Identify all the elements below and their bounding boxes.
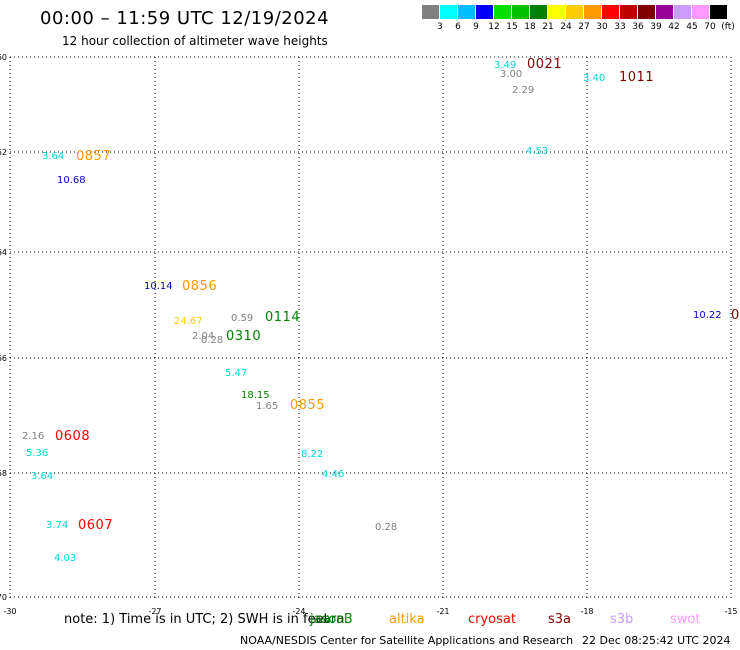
generated-timestamp: 22 Dec 08:25:42 UTC 2024 <box>582 634 731 647</box>
wave-height-label: 4.46 <box>322 469 344 480</box>
mission-saral: saral <box>316 612 348 627</box>
wave-height-label: 3.40 <box>583 73 605 84</box>
mission-swot: swot <box>670 612 701 627</box>
wave-height-label: 0.59 <box>231 313 253 324</box>
legend-label: 15 <box>506 22 518 32</box>
legend-swatch <box>440 5 457 19</box>
lat-tick-label: -66 <box>0 354 7 363</box>
wave-height-label: 2.04 <box>192 331 214 342</box>
legend-swatch <box>548 5 565 19</box>
legend-swatch <box>710 5 727 19</box>
wave-height-label: 5.36 <box>26 448 48 459</box>
lon-tick-label: -24 <box>292 607 305 616</box>
legend-label: 18 <box>524 22 536 32</box>
legend-label: 24 <box>560 22 572 32</box>
mission-altika: altika <box>389 612 425 627</box>
wave-height-label: 10.68 <box>57 175 86 186</box>
pass-time-label: 0310 <box>226 329 261 344</box>
pass-time-label: 0021 <box>527 57 562 72</box>
wave-height-label: 3.64 <box>42 151 64 162</box>
legend-swatch <box>692 5 709 19</box>
wave-height-label: 2.16 <box>22 431 44 442</box>
legend-label: 45 <box>686 22 698 32</box>
legend-swatch <box>656 5 673 19</box>
lon-tick-label: -18 <box>580 607 593 616</box>
wave-height-label: 1.65 <box>256 401 278 412</box>
legend-swatch <box>494 5 511 19</box>
legend-label: (ft) <box>721 22 735 32</box>
credit-line: NOAA/NESDIS Center for Satellite Applica… <box>240 634 574 647</box>
footer-note: note: 1) Time is in UTC; 2) SWH is in fe… <box>64 612 329 627</box>
lat-tick-label: -62 <box>0 148 7 157</box>
wave-height-label: 3.49 <box>494 60 516 71</box>
lat-tick-label: -68 <box>0 469 7 478</box>
mission-s3b: s3b <box>610 612 634 627</box>
page-title: 00:00 – 11:59 UTC 12/19/2024 <box>40 8 330 29</box>
legend-label: 36 <box>632 22 644 32</box>
wave-height-label: 4.03 <box>54 553 76 564</box>
legend-swatch <box>530 5 547 19</box>
pass-time-label: 0857 <box>76 149 111 164</box>
legend-swatch <box>584 5 601 19</box>
legend-swatch <box>674 5 691 19</box>
wave-height-label: 3.74 <box>46 520 68 531</box>
wave-height-label: 3.64 <box>31 471 53 482</box>
wave-height-label: 10.22 <box>693 310 722 321</box>
legend-label: 33 <box>614 22 626 32</box>
legend-label: 27 <box>578 22 590 32</box>
mission-cryosat: cryosat <box>468 612 516 627</box>
legend-swatch <box>638 5 655 19</box>
lat-tick-label: -70 <box>0 593 7 602</box>
legend-swatch <box>602 5 619 19</box>
legend-label: 21 <box>542 22 554 32</box>
legend-label: 6 <box>455 22 461 32</box>
pass-time-label: 1011 <box>619 70 654 85</box>
pass-time-label: 0 <box>731 308 740 323</box>
legend-label: 3 <box>437 22 443 32</box>
pass-time-label: 0855 <box>290 398 325 413</box>
legend-swatch <box>476 5 493 19</box>
wave-height-label: 8.22 <box>301 449 323 460</box>
legend-swatch <box>512 5 529 19</box>
pass-time-label: 0114 <box>265 310 300 325</box>
legend-label: 30 <box>596 22 608 32</box>
wave-height-label: 24.67 <box>174 316 203 327</box>
lat-tick-label: -64 <box>0 248 7 257</box>
wave-height-label: 5.47 <box>225 368 247 379</box>
mission-s3a: s3a <box>548 612 572 627</box>
pass-time-label: 0856 <box>182 279 217 294</box>
legend-label: 42 <box>668 22 680 32</box>
legend-swatch <box>422 5 439 19</box>
legend-label: 9 <box>473 22 479 32</box>
lat-tick-label: -60 <box>0 53 7 62</box>
mission-jason3: jason3 <box>310 612 353 627</box>
lon-tick-label: -30 <box>3 607 16 616</box>
legend-swatch <box>620 5 637 19</box>
wave-height-label: 3.00 <box>500 69 522 80</box>
wave-height-label: 10.14 <box>144 281 173 292</box>
wave-height-label: 4.53 <box>526 146 548 157</box>
wave-height-label: 0.28 <box>201 335 223 346</box>
lon-tick-label: -27 <box>148 607 161 616</box>
page-subtitle: 12 hour collection of altimeter wave hei… <box>62 34 328 48</box>
wave-height-label: 2.29 <box>512 85 534 96</box>
wave-height-label: 0.28 <box>375 522 397 533</box>
lon-tick-label: -15 <box>724 607 737 616</box>
wave-height-label: 18.15 <box>241 390 270 401</box>
legend-swatch <box>458 5 475 19</box>
legend-label: 70 <box>704 22 716 32</box>
pass-time-label: 0607 <box>78 518 113 533</box>
lon-tick-label: -21 <box>436 607 449 616</box>
legend-label: 39 <box>650 22 662 32</box>
legend-label: 12 <box>488 22 500 32</box>
pass-time-label: 0608 <box>55 429 90 444</box>
legend-swatch <box>566 5 583 19</box>
